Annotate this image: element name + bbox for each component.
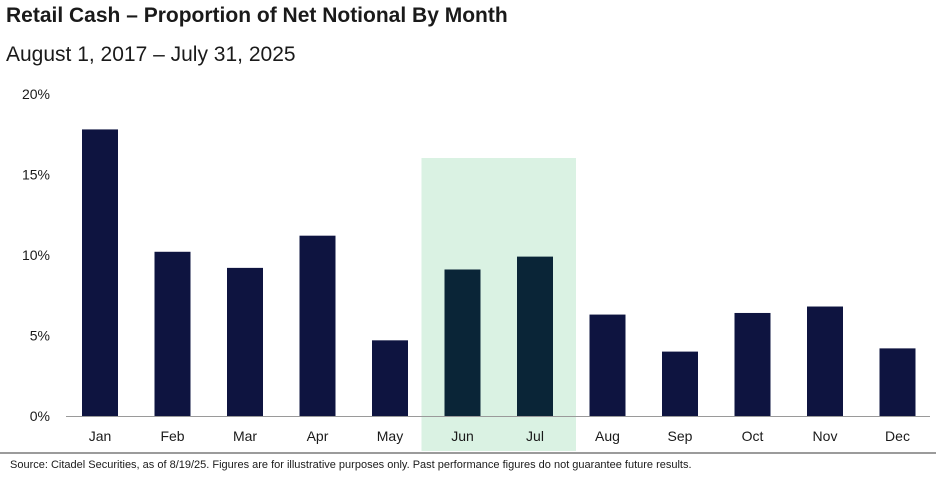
x-tick-label: Dec: [885, 428, 910, 444]
x-tick-label: Nov: [813, 428, 838, 444]
bar-jul: [517, 256, 553, 416]
x-tick-label: May: [377, 428, 403, 444]
y-tick-label: 10%: [22, 247, 50, 263]
divider: [0, 452, 936, 454]
bar-jan: [82, 129, 118, 417]
x-tick-label: Apr: [307, 428, 329, 444]
y-tick-label: 0%: [30, 408, 50, 424]
x-tick-label: Jan: [89, 428, 112, 444]
y-tick-label: 15%: [22, 167, 50, 183]
x-tick-label: Feb: [160, 428, 184, 444]
bar-sep: [662, 351, 698, 416]
bar-feb: [154, 251, 191, 416]
bar-dec: [879, 348, 916, 416]
x-tick-label: Aug: [595, 428, 620, 444]
x-tick-label: Jun: [451, 428, 474, 444]
x-tick-label: Mar: [233, 428, 257, 444]
x-tick-label: Oct: [742, 428, 764, 444]
chart-subtitle: August 1, 2017 – July 31, 2025: [6, 43, 296, 66]
source-footnote: Source: Citadel Securities, as of 8/19/2…: [10, 459, 692, 471]
bar-oct: [734, 312, 771, 416]
bar-mar: [227, 267, 263, 416]
bar-jun: [444, 269, 481, 416]
x-tick-label: Sep: [668, 428, 693, 444]
y-tick-label: 20%: [22, 86, 50, 102]
bar-may: [372, 340, 408, 416]
y-tick-label: 5%: [30, 328, 50, 344]
x-tick-label: Jul: [526, 428, 544, 444]
bar-apr: [299, 235, 336, 416]
chart-title: Retail Cash – Proportion of Net Notional…: [6, 4, 508, 27]
bar-aug: [589, 314, 626, 416]
bar-nov: [807, 306, 843, 416]
